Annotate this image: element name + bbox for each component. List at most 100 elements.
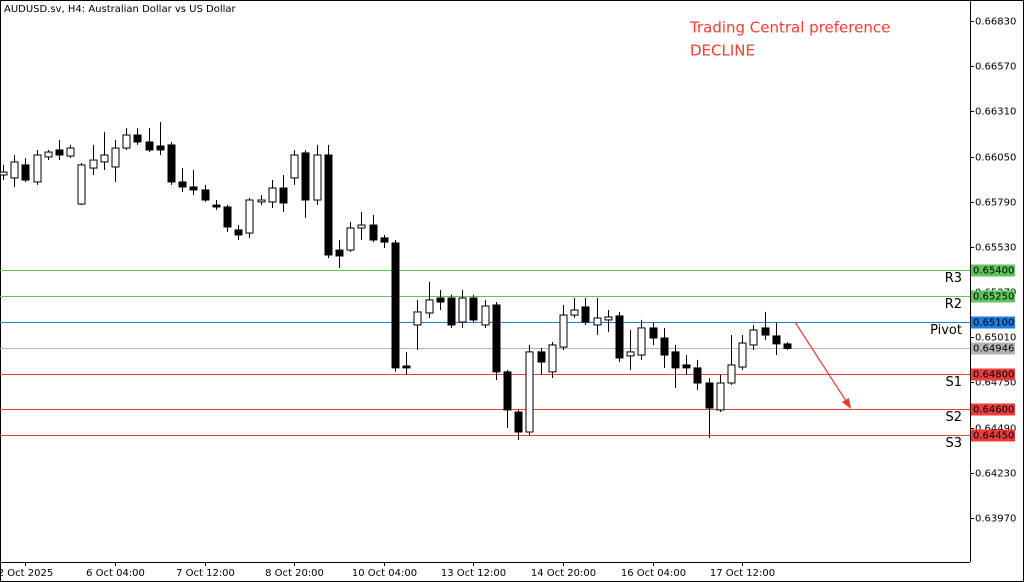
level-name: S1 (945, 375, 962, 390)
candle-body (167, 144, 176, 183)
candle-body (537, 351, 546, 363)
candle-body (212, 204, 221, 208)
candle-body (33, 154, 42, 183)
level-price-box (971, 368, 1015, 381)
candle-body (436, 297, 445, 303)
candle-body (413, 311, 422, 326)
candle-body (55, 149, 64, 156)
level-name: R2 (945, 297, 962, 312)
candle-body (481, 305, 490, 326)
candle-body (693, 367, 702, 384)
candle-body (559, 314, 568, 348)
level-price-box (971, 316, 1015, 329)
candle-body (391, 242, 400, 369)
candle-body (279, 187, 288, 204)
level-price-label: 0.65250 (973, 292, 1014, 303)
candle-body (738, 342, 747, 368)
candle-body (201, 189, 210, 201)
candle-body (66, 147, 75, 157)
x-tick-label: 6 Oct 04:00 (86, 568, 145, 579)
candle-body (425, 299, 434, 314)
candle-body (100, 154, 109, 163)
level-price-box (971, 429, 1015, 442)
y-tick-label: 0.66050 (975, 153, 1016, 164)
candle-body (245, 199, 254, 234)
candle-body (447, 297, 456, 326)
y-tick-label: 0.65010 (975, 333, 1016, 344)
level-price-label: 0.65100 (973, 318, 1014, 329)
level-price-box (971, 264, 1015, 277)
y-tick-label: 0.66570 (975, 62, 1016, 73)
x-tick-label: 8 Oct 20:00 (265, 568, 324, 579)
candle-body (548, 344, 557, 373)
level-price-label: 0.64450 (973, 431, 1014, 442)
candle-body (156, 145, 165, 151)
arrow-line (794, 321, 849, 405)
candle-body (469, 297, 478, 321)
candle-body (290, 154, 299, 179)
candle-body (761, 327, 770, 336)
level-price-label: 0.64600 (973, 405, 1014, 416)
candle-body (705, 382, 714, 409)
candle-body (492, 304, 501, 373)
level-name: S3 (945, 436, 962, 451)
candle-body (682, 364, 691, 369)
candle-body (749, 329, 758, 346)
chart-title: AUDUSD.sv, H4: Australian Dollar vs US D… (4, 4, 237, 15)
candle-body (615, 315, 624, 359)
y-tick-label: 0.63970 (975, 514, 1016, 525)
candle-body (0, 171, 8, 176)
candle-body (402, 365, 411, 369)
candle-body (44, 151, 53, 158)
candle-body (178, 181, 187, 188)
candle-body (671, 351, 680, 369)
candle-body (716, 382, 725, 411)
x-tick-label: 7 Oct 12:00 (176, 568, 235, 579)
candle-body (335, 249, 344, 257)
candle-body (458, 297, 467, 323)
y-tick-label: 0.66310 (975, 107, 1016, 118)
level-price-label: 0.64800 (973, 370, 1014, 381)
candle-body (21, 164, 30, 181)
level-price-box (971, 290, 1015, 303)
candle-body (783, 343, 792, 349)
candle-body (301, 152, 310, 201)
candle-body (122, 134, 131, 149)
candle-body (133, 134, 142, 143)
x-tick-label: 14 Oct 20:00 (531, 568, 596, 579)
y-tick-label: 0.64230 (975, 469, 1016, 480)
candle-body (10, 161, 19, 179)
x-tick-label: 10 Oct 04:00 (352, 568, 417, 579)
candle-body (570, 309, 579, 316)
y-tick-label: 0.65530 (975, 243, 1016, 254)
candle-body (649, 327, 658, 339)
candle-body (503, 371, 512, 411)
candle-body (637, 327, 646, 356)
candle-body (145, 141, 154, 151)
x-tick-label: 2 Oct 2025 (0, 568, 53, 579)
y-tick-label: 0.66830 (975, 17, 1016, 28)
candle-body (223, 206, 232, 228)
y-tick-label: 0.64750 (975, 378, 1016, 389)
last-price-label: 0.64946 (973, 344, 1014, 355)
candle-body (89, 159, 98, 169)
level-price-box (971, 403, 1015, 416)
candle-body (268, 187, 277, 203)
candle-body (581, 306, 590, 323)
level-name: S2 (945, 410, 962, 425)
y-tick-label: 0.65790 (975, 198, 1016, 209)
candle-body (727, 364, 736, 384)
annotation: DECLINE (690, 42, 755, 60)
candle-body (604, 316, 613, 321)
arrow-head (842, 398, 851, 409)
y-tick-label: 0.64490 (975, 424, 1016, 435)
candle-body (313, 154, 322, 201)
candle-body (346, 227, 355, 251)
candle-body (77, 164, 86, 205)
candle-body (380, 237, 389, 243)
level-name: R3 (945, 271, 962, 286)
candle-body (660, 337, 669, 356)
candle-body (257, 199, 266, 203)
